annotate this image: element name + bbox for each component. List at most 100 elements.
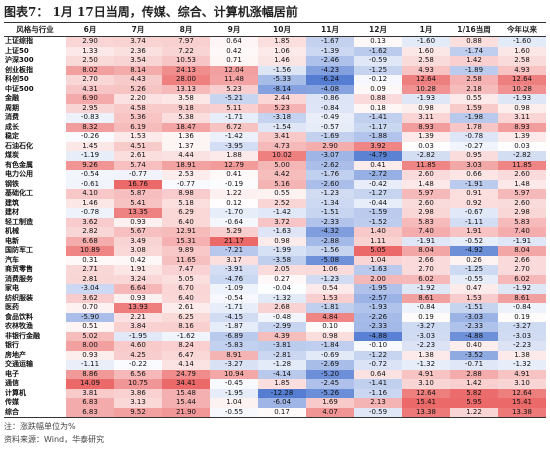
cell: 0.93	[114, 293, 162, 303]
cell: 6.72	[210, 122, 258, 132]
cell: -1.16	[354, 388, 402, 398]
cell: -0.10	[354, 341, 402, 351]
cell: -5.26	[306, 388, 354, 398]
cell: -0.59	[354, 56, 402, 66]
cell: -3.27	[210, 360, 258, 370]
cell: 0.42	[114, 255, 162, 265]
cell: 4.60	[114, 341, 162, 351]
cell: 2.60	[402, 198, 450, 208]
table-row: 稳定 -0.26 1.53 1.36 -1.42 3.41 -1.69 -1.88 1.39 -0…	[4, 132, 546, 142]
cell: 1.42	[450, 379, 498, 389]
cell: 3.13	[114, 398, 162, 408]
header-row: 风格与行业 6月 7月 8月 9月 10月 11月 12月 1月 1/16当周 今年以来	[4, 22, 546, 37]
row-label: 稳定	[5, 132, 19, 140]
cell: 5.97	[498, 189, 546, 199]
row-label: 农林牧渔	[5, 322, 33, 330]
cell: -3.03	[402, 331, 450, 341]
cell: -1.25	[354, 65, 402, 75]
table-row: 有色金属 9.26 5.74 18.91 12.79 5.00 -2.62 0.41 11.85…	[4, 160, 546, 170]
cell: -1.51	[306, 208, 354, 218]
cell: 3.10	[498, 379, 546, 389]
cell: 3.72	[258, 217, 306, 227]
table-row: 机械 2.82 5.67 12.91 5.29 -1.63 -4.32 1.40 7.40 1.9…	[4, 227, 546, 237]
cell: -1.39	[306, 46, 354, 56]
cell: -2.82	[402, 151, 450, 161]
table-row: 上证50 1.33 2.36 7.22 0.42 1.06 -1.39 -1.62 1.60 -1…	[4, 46, 546, 56]
cell: 1.78	[450, 122, 498, 132]
cell: 0.42	[210, 46, 258, 56]
cell: -1.34	[306, 198, 354, 208]
cell: -1.42	[210, 132, 258, 142]
cell: 1.85	[258, 379, 306, 389]
table-row: 中证500 4.31 5.26 13.13 5.23 -8.14 -4.08 0.09 10.2…	[4, 84, 546, 94]
cell: 0.41	[354, 160, 402, 170]
cell: -6.89	[210, 331, 258, 341]
cell: 0.98	[258, 236, 306, 246]
cell: -1.27	[354, 189, 402, 199]
cell: 2.44	[258, 94, 306, 104]
cell: 5.83	[402, 217, 450, 227]
cell: 3.03	[450, 160, 498, 170]
cell: 8.16	[162, 322, 210, 332]
cell: -3.52	[450, 350, 498, 360]
cell: -1.62	[354, 46, 402, 56]
cell: 3.11	[402, 113, 450, 123]
cell: 2.98	[498, 208, 546, 218]
cell: -1.56	[258, 65, 306, 75]
cell: -4.32	[306, 227, 354, 237]
column-header: 7月	[114, 22, 162, 37]
cell: -2.26	[354, 312, 402, 322]
cell: 2.13	[354, 398, 402, 408]
cell: 12.64	[498, 75, 546, 85]
cell: 2.20	[114, 94, 162, 104]
cell: 5.95	[450, 398, 498, 408]
cell: -0.78	[450, 132, 498, 142]
column-header: 风格与行业	[4, 22, 66, 37]
cell: 0.64	[210, 36, 258, 47]
cell: 2.60	[402, 170, 450, 180]
table-row: 科创50 2.70 4.43 28.00 11.48 -5.33 -6.24 -0.12 12.…	[4, 75, 546, 85]
cell: 1.60	[498, 46, 546, 56]
table-row: 电新 6.68 3.49 15.31 21.17 0.98 -2.88 1.11 -1.91 -0…	[4, 236, 546, 246]
cell: 6.68	[66, 236, 114, 246]
table-row: 农林牧渔 0.51 3.84 8.16 -1.87 -2.99 0.10 -2.33 -3.27…	[4, 322, 546, 332]
cell: -1.98	[450, 113, 498, 123]
cell: -5.20	[306, 369, 354, 379]
cell: 0.12	[210, 198, 258, 208]
table-row: 消费服务 2.81 3.24 5.05 -4.76 0.27 -1.23 2.00 6.02 -0…	[4, 274, 546, 284]
cell: 1.36	[162, 132, 210, 142]
cell: -1.59	[354, 208, 402, 218]
cell: 13.93	[114, 303, 162, 313]
cell: -6.04	[258, 398, 306, 408]
cell: 2.95	[66, 103, 114, 113]
cell: -2.81	[258, 350, 306, 360]
cell: 2.58	[498, 56, 546, 66]
cell: 0.13	[354, 36, 402, 47]
cell: 6.90	[66, 94, 114, 104]
cell: -0.84	[402, 303, 450, 313]
cell: -0.59	[354, 407, 402, 418]
table-row: 纺织服装 3.62 0.93 6.40 -0.54 -1.32 1.53 -2.57 8.61 1…	[4, 293, 546, 303]
cell: 11.48	[210, 75, 258, 85]
cell: -5.83	[210, 341, 258, 351]
cell: -2.69	[306, 360, 354, 370]
row-label: 消费服务	[5, 274, 33, 283]
cell: -1.56	[306, 246, 354, 256]
cell: 3.58	[162, 94, 210, 104]
cell: -1.52	[354, 217, 402, 227]
cell: -4.23	[306, 65, 354, 75]
cell: 11.85	[498, 160, 546, 170]
cell: -3.81	[258, 341, 306, 351]
cell: 3.84	[114, 322, 162, 332]
cell: 34.41	[162, 379, 210, 389]
cell: 5.02	[66, 331, 114, 341]
cell: -0.86	[306, 94, 354, 104]
cell: -2.33	[354, 322, 402, 332]
cell: 4.58	[114, 103, 162, 113]
cell: 8.00	[66, 341, 114, 351]
cell: 10.89	[66, 246, 114, 256]
table-row: 成长 8.32 6.19 18.47 6.72 -1.54 -0.57 -1.17 8.93 1.…	[4, 122, 546, 132]
cell: 0.91	[450, 189, 498, 199]
cell: -2.23	[402, 341, 450, 351]
